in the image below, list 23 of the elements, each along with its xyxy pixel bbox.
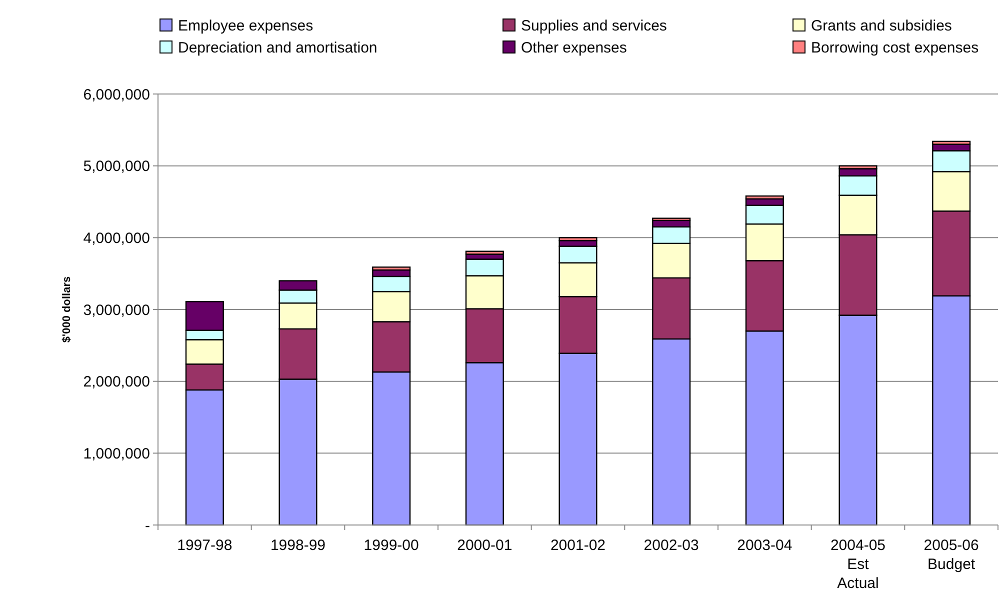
x-tick-label: 1998-99 xyxy=(270,537,326,554)
legend-label: Grants and subsidies xyxy=(811,17,952,34)
legend-label: Supplies and services xyxy=(521,17,667,34)
y-tick-label: 4,000,000 xyxy=(83,230,150,247)
x-tick-label: 2003-04 xyxy=(737,537,792,554)
y-tick-label: - xyxy=(145,517,150,534)
y-tick-label: 6,000,000 xyxy=(83,86,150,104)
y-axis-title: $'000 dollars xyxy=(61,276,73,343)
x-tick-label: 2005-06 Budget xyxy=(924,537,979,573)
legend-label: Other expenses xyxy=(521,39,627,56)
x-tick-label: 2002-03 xyxy=(644,537,699,554)
y-tick-label: 5,000,000 xyxy=(83,158,150,176)
y-tick-label: 1,000,000 xyxy=(83,445,150,462)
y-tick-label: 2,000,000 xyxy=(83,374,150,391)
x-tick-label: 2000-01 xyxy=(457,537,512,554)
y-tick-label: 3,000,000 xyxy=(83,302,150,319)
x-tick-label: 1997-98 xyxy=(177,537,232,554)
legend-label: Depreciation and amortisation xyxy=(178,39,378,56)
x-tick-label: 2004-05 Est Actual xyxy=(830,537,886,592)
legend-label: Employee expenses xyxy=(178,17,314,34)
legend-label: Borrowing cost expenses xyxy=(811,39,979,56)
x-tick-label: 1999-00 xyxy=(364,537,419,554)
x-tick-label: 2001-02 xyxy=(550,537,606,554)
